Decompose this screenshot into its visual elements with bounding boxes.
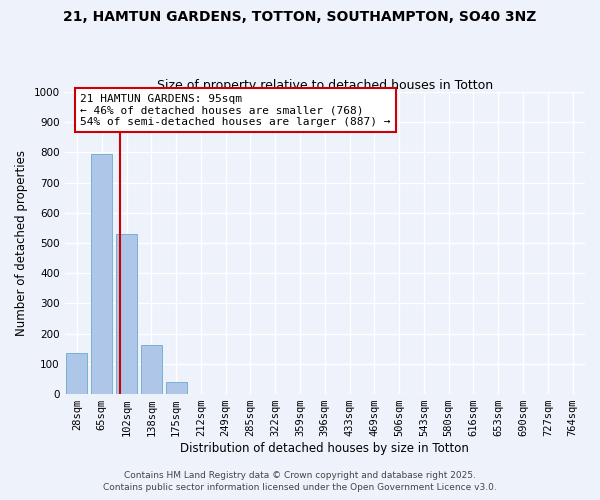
Text: Contains HM Land Registry data © Crown copyright and database right 2025.
Contai: Contains HM Land Registry data © Crown c…: [103, 471, 497, 492]
Bar: [91, 154, 112, 394]
Bar: [116, 234, 137, 394]
Bar: [141, 345, 162, 394]
X-axis label: Distribution of detached houses by size in Totton: Distribution of detached houses by size …: [181, 442, 469, 455]
Bar: [67, 354, 88, 394]
Text: 21, HAMTUN GARDENS, TOTTON, SOUTHAMPTON, SO40 3NZ: 21, HAMTUN GARDENS, TOTTON, SOUTHAMPTON,…: [64, 10, 536, 24]
Text: 21 HAMTUN GARDENS: 95sqm
← 46% of detached houses are smaller (768)
54% of semi-: 21 HAMTUN GARDENS: 95sqm ← 46% of detach…: [80, 94, 391, 126]
Bar: [166, 382, 187, 394]
Y-axis label: Number of detached properties: Number of detached properties: [15, 150, 28, 336]
Title: Size of property relative to detached houses in Totton: Size of property relative to detached ho…: [157, 79, 493, 92]
